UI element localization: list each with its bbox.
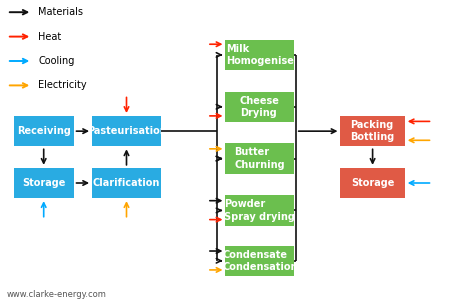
Text: Pasteurisation: Pasteurisation (86, 126, 166, 136)
Text: Materials: Materials (38, 7, 83, 17)
FancyBboxPatch shape (14, 116, 73, 146)
Text: Condensate
Condensation: Condensate Condensation (222, 249, 297, 272)
FancyBboxPatch shape (225, 246, 294, 276)
FancyBboxPatch shape (225, 92, 294, 122)
FancyBboxPatch shape (225, 195, 294, 226)
Text: Electricity: Electricity (38, 81, 87, 90)
Text: Storage: Storage (22, 178, 65, 188)
FancyBboxPatch shape (340, 168, 404, 198)
Text: Cheese
Drying: Cheese Drying (240, 95, 279, 118)
FancyBboxPatch shape (340, 116, 404, 146)
Text: Milk
Homogenise: Milk Homogenise (225, 44, 293, 66)
Text: Heat: Heat (38, 32, 62, 41)
FancyBboxPatch shape (92, 168, 161, 198)
Text: www.clarke-energy.com: www.clarke-energy.com (7, 290, 106, 299)
Text: Cooling: Cooling (38, 56, 74, 66)
Text: Butter
Churning: Butter Churning (234, 147, 285, 170)
Text: Powder
Spray drying: Powder Spray drying (224, 199, 295, 222)
Text: Clarification: Clarification (93, 178, 160, 188)
FancyBboxPatch shape (14, 168, 73, 198)
Text: Packing
Bottling: Packing Bottling (350, 120, 394, 142)
FancyBboxPatch shape (225, 143, 294, 174)
FancyBboxPatch shape (225, 40, 294, 70)
Text: Receiving: Receiving (17, 126, 71, 136)
FancyBboxPatch shape (92, 116, 161, 146)
Text: Storage: Storage (350, 178, 393, 188)
